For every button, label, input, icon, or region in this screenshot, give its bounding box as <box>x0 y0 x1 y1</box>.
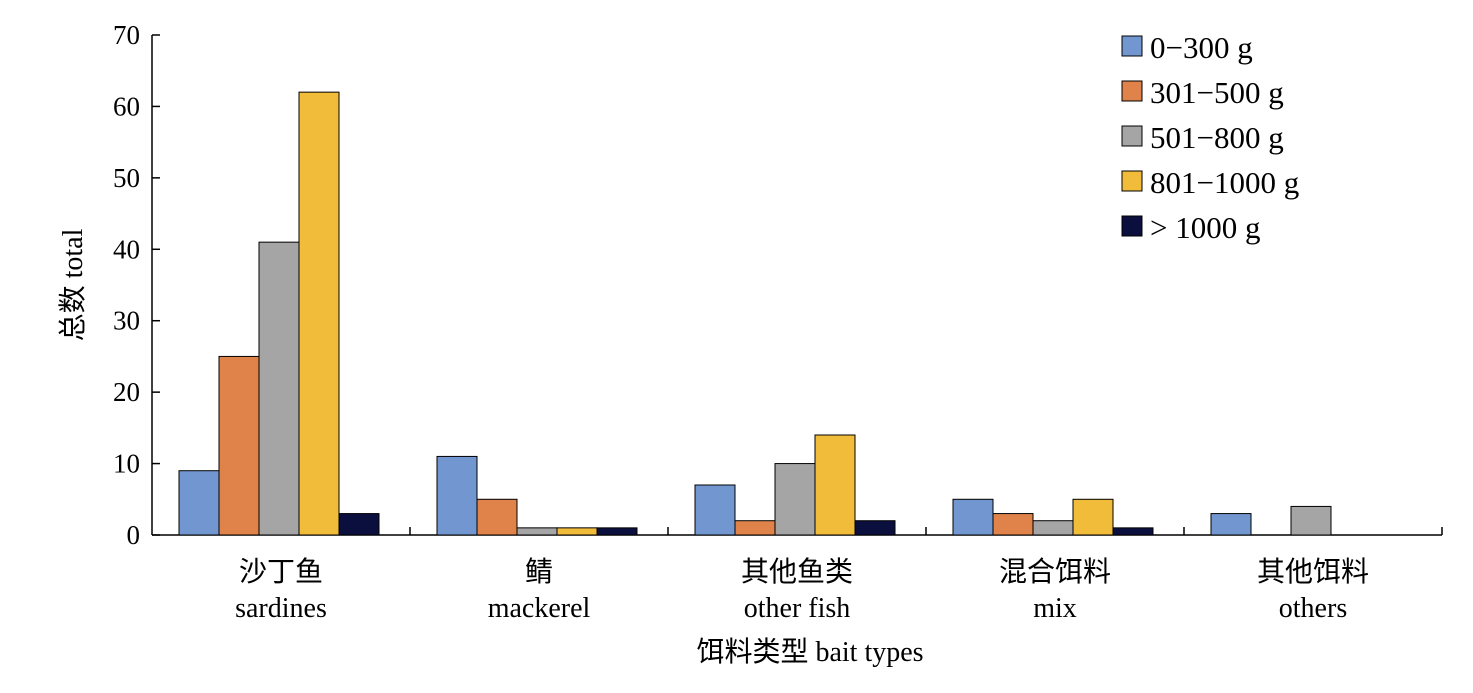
bar <box>556 527 598 536</box>
category-label-cn: 混合饵料 <box>999 556 1111 588</box>
bar <box>774 463 816 536</box>
bar <box>952 498 994 536</box>
legend-swatch <box>1121 125 1143 147</box>
category-label-en: sardines <box>235 593 327 624</box>
category-label-cn: 鲭 <box>525 556 553 588</box>
y-tick-label: 0 <box>127 520 141 550</box>
bar <box>476 498 518 536</box>
y-axis: 0 10 20 30 40 50 60 70 <box>113 20 160 550</box>
legend-label: 0−300 g <box>1150 30 1253 65</box>
category-label-cn: 沙丁鱼 <box>239 556 323 588</box>
category-label-cn: 其他饵料 <box>1257 556 1369 588</box>
legend-label: 501−800 g <box>1150 120 1284 155</box>
bar <box>298 91 340 536</box>
category-label-en: other fish <box>744 593 851 624</box>
legend-swatch <box>1121 215 1143 237</box>
y-axis-title: 总数 total <box>57 228 89 341</box>
x-axis-title: 饵料类型 bait types <box>696 636 923 668</box>
legend-label: 801−1000 g <box>1150 165 1299 200</box>
legend-swatch <box>1121 35 1143 57</box>
bar <box>516 527 558 536</box>
bar <box>1210 513 1252 536</box>
y-tick-label: 20 <box>113 377 140 407</box>
category-label-cn: 其他鱼类 <box>741 556 853 588</box>
category-label-en: others <box>1279 593 1347 624</box>
bars <box>178 91 1332 536</box>
y-tick-label: 30 <box>113 306 140 336</box>
bar <box>1112 527 1154 536</box>
bar <box>854 520 896 536</box>
category-labels: 沙丁鱼 sardines 鲭 mackerel 其他鱼类 other fish 混合饵料 mi… <box>235 556 1369 624</box>
y-tick-label: 70 <box>113 20 140 50</box>
category-label-en: mix <box>1033 593 1077 624</box>
bar <box>338 513 380 536</box>
legend: 0−300 g 301−500 g 501−800 g 801−1000 g > 100… <box>1121 30 1299 245</box>
y-tick-label: 50 <box>113 163 140 193</box>
y-tick-label: 60 <box>113 91 140 121</box>
category-label-en: mackerel <box>488 593 591 624</box>
y-tick-label: 10 <box>113 449 140 479</box>
legend-swatch <box>1121 80 1143 102</box>
bar <box>814 434 856 536</box>
bar <box>596 527 638 536</box>
bar <box>436 455 478 536</box>
bar <box>734 520 776 536</box>
bar <box>1032 520 1074 536</box>
bar <box>1290 505 1332 536</box>
bar <box>694 484 736 536</box>
legend-label: 301−500 g <box>1150 75 1284 110</box>
bar <box>992 513 1034 536</box>
bar <box>178 470 220 536</box>
legend-label: > 1000 g <box>1150 210 1260 245</box>
bar <box>1072 498 1114 536</box>
bar <box>218 355 260 536</box>
bar <box>258 241 300 536</box>
legend-swatch <box>1121 170 1143 192</box>
y-tick-label: 40 <box>113 234 140 264</box>
